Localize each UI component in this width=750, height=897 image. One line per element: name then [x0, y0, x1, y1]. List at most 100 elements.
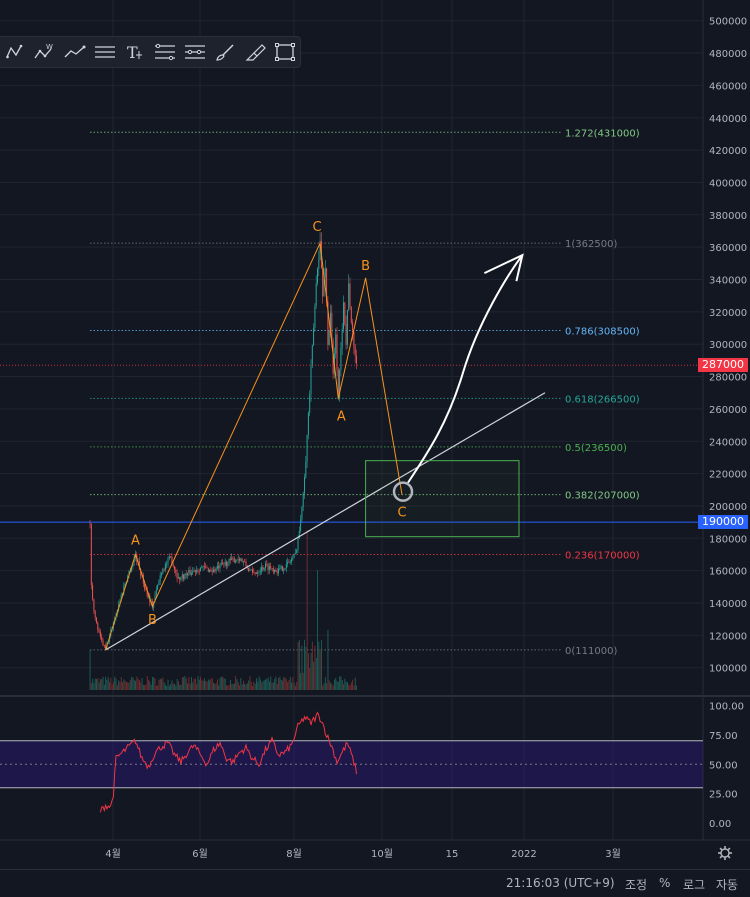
volume-bar — [106, 679, 108, 690]
candle-body — [262, 566, 264, 570]
candle-body — [354, 346, 356, 356]
fib-level-label: 1(362500) — [565, 239, 617, 250]
volume-bar — [227, 685, 229, 690]
volume-bar — [192, 682, 194, 690]
volume-bar — [209, 680, 211, 690]
volume-bar — [193, 678, 195, 690]
candle-body — [159, 575, 161, 582]
candle-body — [210, 569, 212, 571]
trend-line-icon[interactable] — [60, 37, 90, 67]
candle-body — [193, 570, 195, 572]
volume-bar — [340, 676, 342, 690]
rectangle-icon[interactable] — [270, 37, 300, 67]
candle-body — [276, 571, 278, 574]
c-point-circle-marker — [392, 481, 414, 502]
candle-body — [278, 568, 279, 574]
price-axis-tick-label: 400000 — [709, 178, 747, 189]
volume-bar — [201, 679, 203, 690]
candle-body — [209, 569, 211, 572]
rsi-axis-tick-label: 0.00 — [709, 819, 731, 830]
candle-body — [344, 302, 346, 324]
xabcd-pattern-icon[interactable] — [0, 37, 30, 67]
candle-body — [253, 572, 255, 574]
volume-bar — [266, 678, 268, 690]
volume-bar — [235, 676, 237, 690]
volume-bar — [280, 679, 282, 690]
candle-body — [216, 565, 218, 569]
candle-body — [176, 572, 178, 579]
volume-bar — [181, 677, 183, 690]
volume-bar — [218, 685, 220, 690]
volume-bar — [207, 679, 209, 690]
volume-bar — [163, 682, 165, 690]
candle-body — [323, 277, 325, 297]
candle-body — [263, 568, 265, 570]
volume-bar — [220, 676, 222, 690]
volume-bar — [98, 682, 100, 690]
candle-body — [97, 622, 99, 630]
log-toggle[interactable]: 로그 — [683, 878, 706, 892]
candle-body — [154, 595, 156, 602]
brush-icon[interactable] — [210, 37, 240, 67]
candle-body — [237, 558, 239, 560]
candle-body — [123, 586, 125, 594]
candle-body — [279, 568, 281, 569]
volume-bar — [165, 684, 166, 690]
time-axis-tick-label: 4월 — [105, 848, 121, 860]
clock[interactable]: 21:16:03 (UTC+9) — [506, 876, 615, 890]
volume-bar — [240, 677, 242, 690]
candle-body — [168, 556, 170, 559]
candle-body — [153, 601, 155, 608]
highlighter-icon[interactable] — [240, 37, 270, 67]
volume-bar — [126, 681, 127, 690]
candle-body — [296, 549, 298, 554]
volume-bar — [282, 680, 283, 690]
text-tool-icon[interactable]: T — [120, 37, 150, 67]
volume-bar — [252, 685, 253, 690]
volume-bar — [144, 685, 146, 690]
volume-bar — [309, 667, 311, 690]
candle-body — [185, 573, 187, 576]
candle-body — [183, 574, 185, 580]
volume-bar — [109, 682, 110, 690]
fib-retracement-icon[interactable] — [150, 37, 180, 67]
auto-toggle[interactable]: 자동 — [716, 878, 739, 892]
candle-body — [245, 561, 247, 567]
volume-bar — [157, 685, 159, 690]
volume-bar — [231, 684, 233, 690]
volume-bar — [202, 681, 204, 690]
volume-bar — [315, 657, 317, 690]
volume-bar — [141, 678, 143, 690]
percent-toggle[interactable]: % — [659, 876, 671, 890]
volume-bar — [101, 679, 103, 690]
volume-bar — [204, 678, 205, 690]
volume-bar — [274, 678, 276, 690]
horizontal-lines-icon[interactable] — [90, 37, 120, 67]
drawing-toolbar: W T — [0, 36, 301, 68]
candle-body — [229, 558, 231, 560]
candle-body — [219, 563, 221, 569]
rsi-line — [99, 711, 357, 813]
price-axis-tick-label: 480000 — [709, 49, 747, 60]
price-axis-tick-label: 340000 — [709, 276, 747, 287]
adjust-toggle[interactable]: 조정 — [625, 878, 648, 892]
volume-bar — [217, 679, 218, 690]
candle-body — [331, 312, 333, 341]
volume-bar — [327, 630, 329, 690]
volume-bar — [310, 652, 312, 690]
volume-bar — [236, 679, 238, 690]
price-axis-tick-label: 460000 — [709, 81, 747, 92]
price-chart[interactable]: 1.272(431000) 1(362500) 0.786(308500) 0.618… — [0, 0, 750, 870]
candle-body — [166, 563, 168, 565]
volume-bar — [103, 684, 105, 690]
settings-gear-icon[interactable] — [718, 846, 732, 860]
volume-bar — [124, 680, 126, 690]
candle-body — [267, 564, 269, 571]
candle-body — [200, 567, 201, 572]
volume-bar — [158, 679, 160, 690]
volume-bar — [167, 679, 169, 690]
elliott-wave-icon[interactable]: W — [30, 37, 60, 67]
candle-body — [236, 559, 238, 561]
fib-extension-icon[interactable] — [180, 37, 210, 67]
volume-bar — [352, 679, 354, 690]
